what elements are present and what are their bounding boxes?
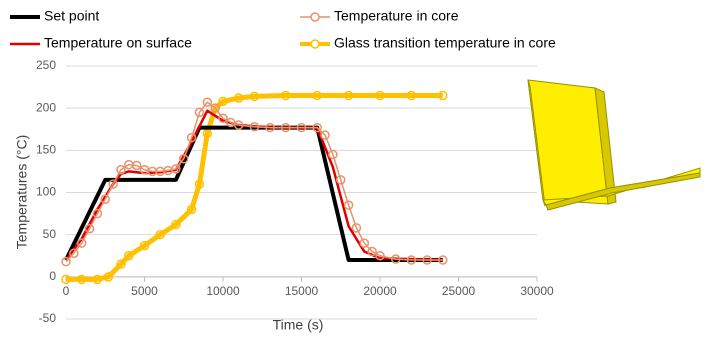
y-tick-label: 0 [49, 269, 56, 283]
legend-label: Temperature in core [334, 8, 459, 24]
x-tick-label: 30000 [520, 284, 554, 298]
y-tick-label: 50 [43, 227, 57, 241]
x-axis-title: Time (s) [273, 317, 324, 333]
chart: -50 0 50 100 150 200 250 0 5000 10000 15000 20000 25… [0, 0, 712, 336]
y-tick-label: 100 [36, 185, 56, 199]
y-axis-title: Temperatures (°C) [14, 135, 30, 250]
page: {"chart_data": {"type": "line", "x_label… [0, 0, 712, 336]
x-tick-label: 0 [63, 284, 70, 298]
y-tick-label: 150 [36, 143, 56, 157]
x-tick-label: 25000 [442, 284, 476, 298]
legend-label: Set point [44, 8, 99, 24]
legend-label: Glass transition temperature in core [334, 35, 556, 51]
y-tick-label: 250 [36, 58, 56, 72]
plot-area: -50 0 50 100 150 200 250 0 5000 10000 15000 20000 25… [36, 58, 554, 325]
series-line [66, 102, 443, 261]
legend-label: Temperature on surface [44, 35, 192, 51]
series-line [66, 111, 443, 260]
part-illustration [528, 80, 700, 210]
x-tick-label: 20000 [363, 284, 397, 298]
series-line [66, 128, 443, 260]
legend-marker [311, 13, 319, 21]
x-tick-label: 10000 [206, 284, 240, 298]
y-tick-label: 200 [36, 100, 56, 114]
legend-marker [311, 40, 319, 48]
x-tick-label: 5000 [131, 284, 158, 298]
x-tick-label: 15000 [285, 284, 319, 298]
y-tick-label: -50 [39, 311, 57, 325]
